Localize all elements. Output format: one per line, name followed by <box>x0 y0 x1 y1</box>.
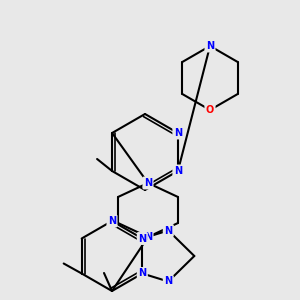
Text: O: O <box>206 105 214 115</box>
Text: N: N <box>138 233 146 244</box>
Text: N: N <box>108 216 116 226</box>
Text: N: N <box>164 226 172 236</box>
Text: N: N <box>174 128 182 138</box>
Text: N: N <box>144 178 152 188</box>
Text: N: N <box>138 268 146 278</box>
Text: N: N <box>144 232 152 242</box>
Text: N: N <box>174 166 182 176</box>
Text: N: N <box>164 277 172 286</box>
Text: N: N <box>206 41 214 51</box>
